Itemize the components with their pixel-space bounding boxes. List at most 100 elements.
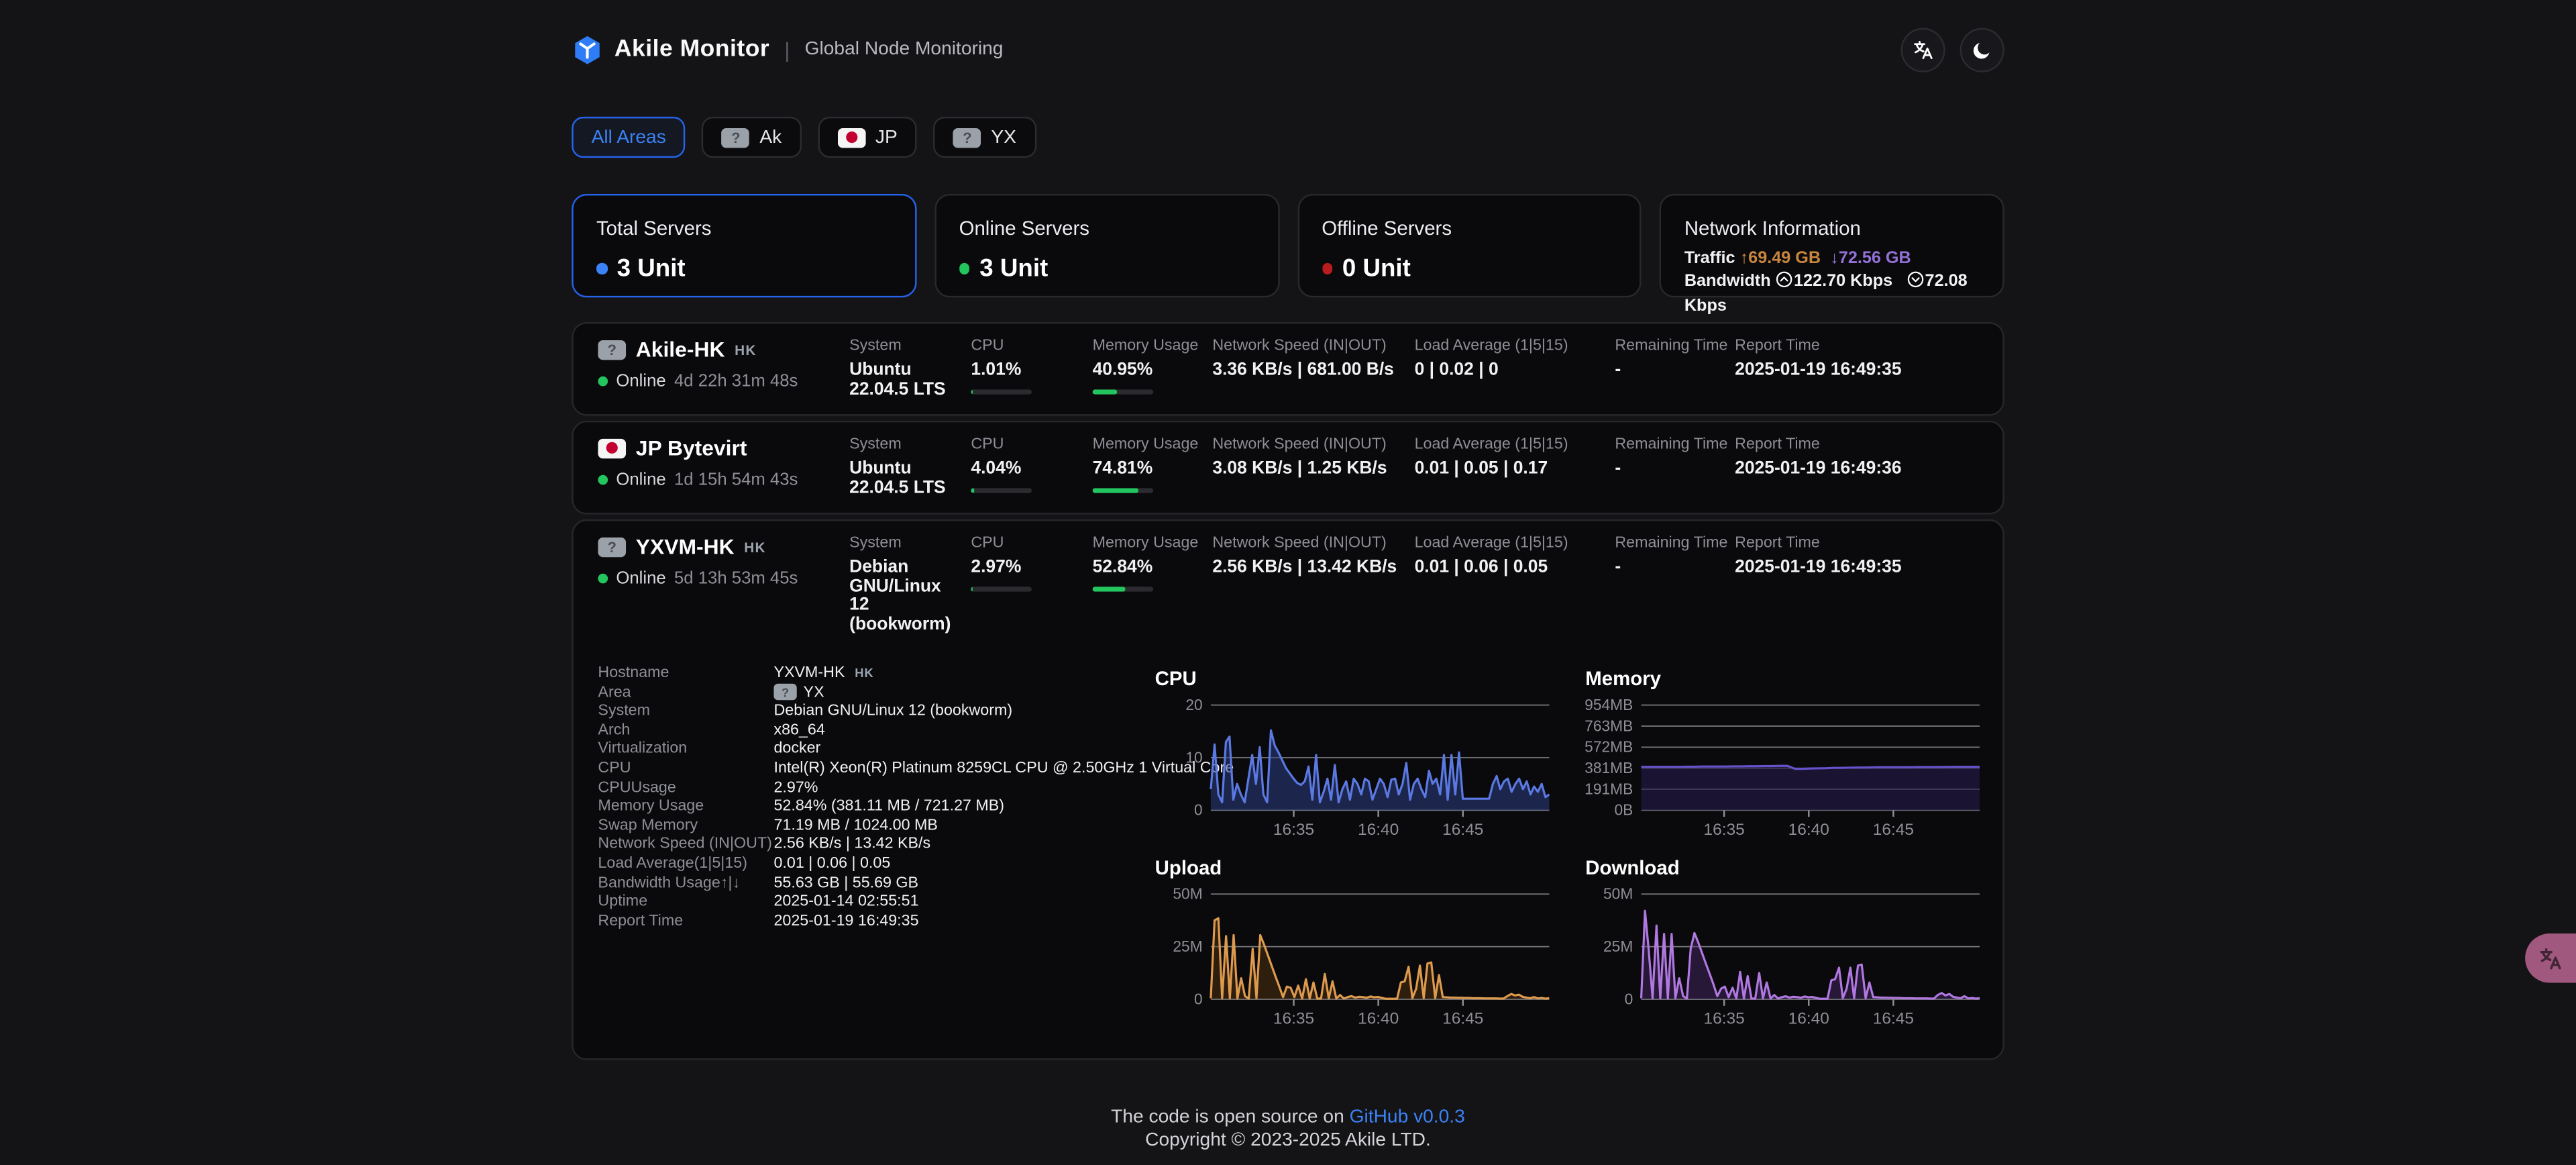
column-label-network: Network Speed (IN|OUT)	[1212, 534, 1387, 552]
server-name: YXVM-HK	[635, 534, 735, 559]
blue-status-dot	[596, 263, 607, 274]
online-status-dot	[598, 474, 608, 485]
svg-text:16:35: 16:35	[1273, 1010, 1314, 1028]
bandwidth-download-value: 72.08 Kbps	[1684, 272, 1968, 315]
memory-chart: Memory 954MB 763MB 572MB 381MB 191MB 0B 16:35 1…	[1585, 664, 1984, 840]
system-value: Ubuntu 22.04.5 LTS	[849, 360, 946, 399]
svg-text:954MB: 954MB	[1585, 696, 1633, 713]
translate-fab-button[interactable]	[2525, 933, 2576, 983]
title-separator: |	[784, 37, 790, 62]
header: Akile Monitor | Global Node Monitoring	[572, 0, 2004, 72]
server-region-badge: HK	[735, 341, 757, 358]
traffic-download-value: ↓72.56 GB	[1830, 250, 1911, 268]
column-label-cpu: CPU	[971, 435, 1004, 454]
upload-chart: Upload 50M 25M 0 16:35 16:40 16:45	[1155, 853, 1554, 1029]
server-row-jp-bytevirt[interactable]: JP Bytevirt Online 1d 15h 54m 43s System…	[572, 420, 2004, 515]
server-status: Online	[616, 371, 666, 391]
card-value: 3 Unit	[979, 254, 1049, 283]
svg-text:16:40: 16:40	[1788, 1010, 1829, 1028]
detail-row: Network Speed (IN|OUT) 2.56 KB/s | 13.42 …	[598, 835, 931, 854]
offline-servers-card[interactable]: Offline Servers 0 Unit	[1297, 193, 1642, 298]
language-toggle-button[interactable]	[1900, 27, 1945, 72]
svg-text:16:45: 16:45	[1873, 1010, 1914, 1028]
server-row-yxvm-hk[interactable]: YXVM-HK HK Online 5d 13h 53m 45s SystemD…	[572, 519, 2004, 1060]
server-charts: CPU 20 10 0 16:35 16:40 16:45 Memory 954MB 763…	[1155, 664, 1985, 1029]
column-label-system: System	[849, 337, 902, 355]
detail-row: Arch x86_64	[598, 721, 825, 740]
page: Akile Monitor | Global Node Monitoring	[0, 0, 2576, 1059]
bandwidth-line: Bandwidth 122.70 Kbps 72.08 Kbps	[1684, 270, 1980, 318]
download-chart: Download 50M 25M 0 16:35 16:40 16:45	[1585, 853, 1984, 1029]
moon-icon	[1973, 42, 1990, 58]
tab-label: YX	[991, 127, 1016, 148]
memory-progress-bar	[1092, 487, 1154, 493]
server-name: JP Bytevirt	[635, 435, 747, 460]
report-time-value: 2025-01-19 16:49:35	[1735, 360, 1902, 380]
load-average-value: 0 | 0.02 | 0	[1414, 360, 1499, 380]
load-average-value: 0.01 | 0.06 | 0.05	[1414, 557, 1548, 577]
detail-row: System Debian GNU/Linux 12 (bookworm)	[598, 702, 1013, 721]
detail-row: Swap Memory 71.19 MB / 1024.00 MB	[598, 816, 938, 835]
translate-icon	[2540, 947, 2561, 969]
column-label-network: Network Speed (IN|OUT)	[1212, 435, 1387, 454]
server-status: Online	[616, 568, 666, 589]
server-uptime: 4d 22h 31m 48s	[674, 371, 798, 391]
stat-cards: Total Servers 3 Unit Online Servers 3 Un…	[572, 193, 2004, 315]
detail-row: AreaYX	[598, 683, 1143, 702]
traffic-line: Traffic ↑69.49 GB ↓72.56 GB	[1684, 248, 1980, 271]
traffic-upload-value: ↑69.49 GB	[1739, 250, 1821, 268]
detail-row: Virtualization docker	[598, 740, 821, 758]
server-row-akile-hk[interactable]: Akile-HK HK Online 4d 22h 31m 48s System…	[572, 322, 2004, 416]
green-status-dot	[959, 263, 970, 274]
network-speed-value: 3.36 KB/s | 681.00 B/s	[1212, 360, 1394, 380]
brand: Akile Monitor | Global Node Monitoring	[572, 34, 1003, 65]
bandwidth-label: Bandwidth	[1684, 272, 1771, 291]
tab-yx[interactable]: YX	[933, 116, 1036, 158]
total-servers-card[interactable]: Total Servers 3 Unit	[572, 193, 916, 298]
dark-mode-toggle-button[interactable]	[1960, 27, 2004, 72]
column-label-load: Load Average (1|5|15)	[1414, 337, 1568, 355]
svg-text:16:45: 16:45	[1442, 821, 1483, 839]
column-label-cpu: CPU	[971, 534, 1004, 552]
detail-row: Load Average(1|5|15) 0.01 | 0.06 | 0.05	[598, 854, 891, 873]
memory-value: 74.81%	[1092, 458, 1153, 478]
memory-progress-bar	[1092, 389, 1154, 394]
column-label-remaining: Remaining Time	[1615, 534, 1728, 552]
online-servers-card[interactable]: Online Servers 3 Unit	[934, 193, 1279, 298]
column-label-memory: Memory Usage	[1092, 435, 1199, 454]
svg-text:50M: 50M	[1173, 885, 1202, 903]
svg-text:16:35: 16:35	[1704, 1010, 1745, 1028]
system-value: Ubuntu 22.04.5 LTS	[849, 458, 946, 497]
detail-row: Memory Usage 52.84% (381.11 MB / 721.27 M…	[598, 797, 1005, 816]
cpu-progress-bar	[971, 487, 1032, 493]
remaining-time-value: -	[1615, 360, 1621, 380]
server-uptime: 5d 13h 53m 45s	[674, 568, 798, 589]
load-average-value: 0.01 | 0.05 | 0.17	[1414, 458, 1548, 478]
network-information-card[interactable]: Network Information Traffic ↑69.49 GB ↓7…	[1660, 193, 2004, 315]
detail-row: CPUUsage 2.97%	[598, 778, 818, 797]
unknown-flag-icon	[722, 127, 750, 148]
japan-flag-icon	[598, 438, 627, 458]
svg-text:16:35: 16:35	[1273, 821, 1314, 839]
footer: The code is open source on GitHub v0.0.3…	[572, 1108, 2004, 1165]
card-title: Network Information	[1684, 217, 1861, 240]
tab-all-areas[interactable]: All Areas	[572, 116, 686, 158]
cpu-value: 4.04%	[971, 458, 1022, 478]
bandwidth-upload-value: 122.70 Kbps	[1794, 272, 1893, 291]
column-label-cpu: CPU	[971, 337, 1004, 355]
tab-ak[interactable]: Ak	[702, 116, 802, 158]
column-label-system: System	[849, 534, 902, 552]
github-link[interactable]: GitHub v0.0.3	[1349, 1107, 1465, 1128]
server-name: Akile-HK	[635, 337, 725, 362]
cpu-value: 2.97%	[971, 557, 1022, 577]
unknown-flag-icon	[773, 684, 797, 701]
traffic-label: Traffic	[1684, 250, 1735, 268]
tab-jp[interactable]: JP	[818, 116, 918, 158]
network-speed-value: 3.08 KB/s | 1.25 KB/s	[1212, 458, 1387, 478]
cpu-value: 1.01%	[971, 360, 1022, 380]
column-label-report: Report Time	[1735, 337, 1820, 355]
svg-text:0: 0	[1194, 801, 1203, 819]
svg-text:0B: 0B	[1614, 801, 1633, 819]
svg-text:16:40: 16:40	[1788, 821, 1829, 839]
footer-text: The code is open source on	[1111, 1107, 1350, 1128]
